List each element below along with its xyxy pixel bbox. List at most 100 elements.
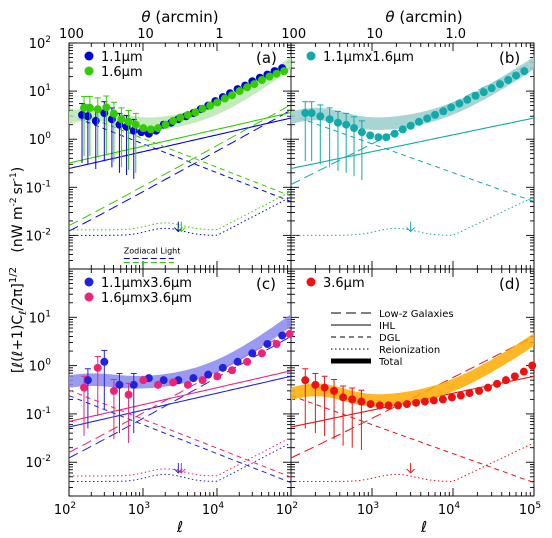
data-point bbox=[504, 76, 513, 85]
data-point bbox=[169, 378, 178, 387]
data-point bbox=[85, 103, 94, 112]
data-point bbox=[102, 103, 111, 112]
panel-label: (b) bbox=[499, 49, 520, 67]
model-reionization bbox=[69, 436, 292, 477]
data-point bbox=[487, 84, 496, 93]
top-tick-label: 100 bbox=[59, 27, 84, 42]
legend-marker bbox=[84, 51, 94, 61]
model-total-band bbox=[291, 333, 534, 407]
data-point bbox=[243, 357, 252, 366]
data-point bbox=[80, 103, 89, 112]
data-point bbox=[420, 397, 429, 406]
model-ihl bbox=[68, 375, 292, 428]
model-legend-label: DGL bbox=[379, 333, 400, 344]
y-tick-label: 100 bbox=[29, 131, 52, 148]
data-point bbox=[483, 383, 492, 392]
data-point bbox=[220, 94, 229, 103]
data-point bbox=[398, 125, 407, 134]
panel-b-content: (b) 1.1μmx1.6μm bbox=[290, 49, 535, 236]
panel-label: (d) bbox=[499, 275, 520, 293]
y-tick-label-exp: 0 bbox=[45, 358, 51, 368]
y-axis-units-exp: -2 bbox=[9, 197, 19, 206]
data-point bbox=[402, 400, 411, 409]
data-point bbox=[272, 69, 281, 78]
y-tick-label: 102 bbox=[29, 35, 51, 52]
data-point bbox=[183, 110, 192, 119]
data-point bbox=[204, 370, 213, 379]
data-point bbox=[176, 113, 185, 122]
data-point bbox=[257, 76, 266, 85]
model-dgl bbox=[290, 114, 535, 203]
data-point bbox=[257, 349, 266, 358]
data-point bbox=[263, 340, 272, 349]
data-point bbox=[429, 396, 438, 405]
data-point bbox=[80, 383, 89, 392]
data-point bbox=[159, 376, 168, 385]
data-point bbox=[280, 67, 289, 76]
data-point bbox=[456, 391, 465, 400]
data-point bbox=[479, 88, 488, 97]
data-point bbox=[463, 95, 472, 104]
legend-marker bbox=[306, 277, 316, 287]
data-point bbox=[198, 104, 207, 113]
data-point bbox=[325, 115, 334, 124]
data-point bbox=[510, 372, 519, 381]
data-point bbox=[431, 110, 440, 119]
y-tick-label-exp: -2 bbox=[42, 454, 51, 464]
legend-marker bbox=[306, 51, 316, 61]
model-ihl bbox=[68, 370, 292, 423]
x-tick-label: 102 bbox=[54, 501, 76, 518]
data-point bbox=[129, 380, 138, 389]
data-point bbox=[375, 401, 384, 410]
panel-label: (a) bbox=[256, 49, 277, 67]
model-reionization bbox=[69, 196, 292, 236]
model-dgl bbox=[290, 395, 535, 484]
data-point bbox=[161, 120, 170, 129]
data-point bbox=[495, 80, 504, 89]
data-point bbox=[493, 379, 502, 388]
x-tick-label-exp: 3 bbox=[373, 501, 379, 511]
y-tick-label: 10-2 bbox=[25, 454, 51, 471]
y-axis-units2: sr bbox=[10, 181, 26, 194]
x-axis-label-left: ℓ bbox=[176, 518, 183, 536]
model-legend-label: Low-z Galaxies bbox=[379, 309, 454, 320]
data-point bbox=[228, 366, 237, 375]
zodiacal-light-label: Zodiacal Light bbox=[124, 247, 181, 256]
data-point bbox=[243, 83, 252, 92]
panel-label: (c) bbox=[256, 275, 276, 293]
data-point bbox=[206, 101, 215, 110]
x-tick-label-exp: 2 bbox=[70, 501, 76, 511]
model-dgl bbox=[68, 395, 292, 484]
legend-label: 1.6μmx3.6μm bbox=[101, 291, 192, 306]
data-point bbox=[91, 116, 100, 125]
data-point bbox=[520, 67, 529, 76]
data-point bbox=[278, 331, 287, 340]
data-point bbox=[100, 357, 109, 366]
data-point bbox=[109, 386, 118, 395]
y-tick-label-exp: -1 bbox=[42, 406, 51, 416]
data-point bbox=[169, 116, 178, 125]
data-point bbox=[83, 112, 92, 121]
data-point bbox=[248, 349, 257, 358]
data-point bbox=[390, 129, 399, 138]
data-point bbox=[233, 357, 242, 366]
data-point bbox=[439, 107, 448, 116]
x-tick-label: 102 bbox=[276, 501, 298, 518]
model-lowz bbox=[68, 109, 292, 232]
data-point bbox=[213, 372, 222, 381]
data-point bbox=[414, 117, 423, 126]
data-point bbox=[218, 363, 227, 372]
y-axis-units: (nW m bbox=[10, 206, 26, 252]
data-point bbox=[447, 103, 456, 112]
y-axis-label-tail: /2π] bbox=[10, 283, 26, 311]
data-point bbox=[342, 120, 351, 129]
x-tick-label-exp: 4 bbox=[454, 501, 460, 511]
y-tick-label: 101 bbox=[29, 83, 51, 100]
data-point bbox=[423, 114, 432, 123]
y-axis-units2-exp: -1 bbox=[9, 172, 19, 181]
x-tick-label-exp: 5 bbox=[535, 501, 541, 511]
data-point bbox=[519, 367, 528, 376]
data-point bbox=[250, 80, 259, 89]
data-point bbox=[131, 120, 140, 129]
